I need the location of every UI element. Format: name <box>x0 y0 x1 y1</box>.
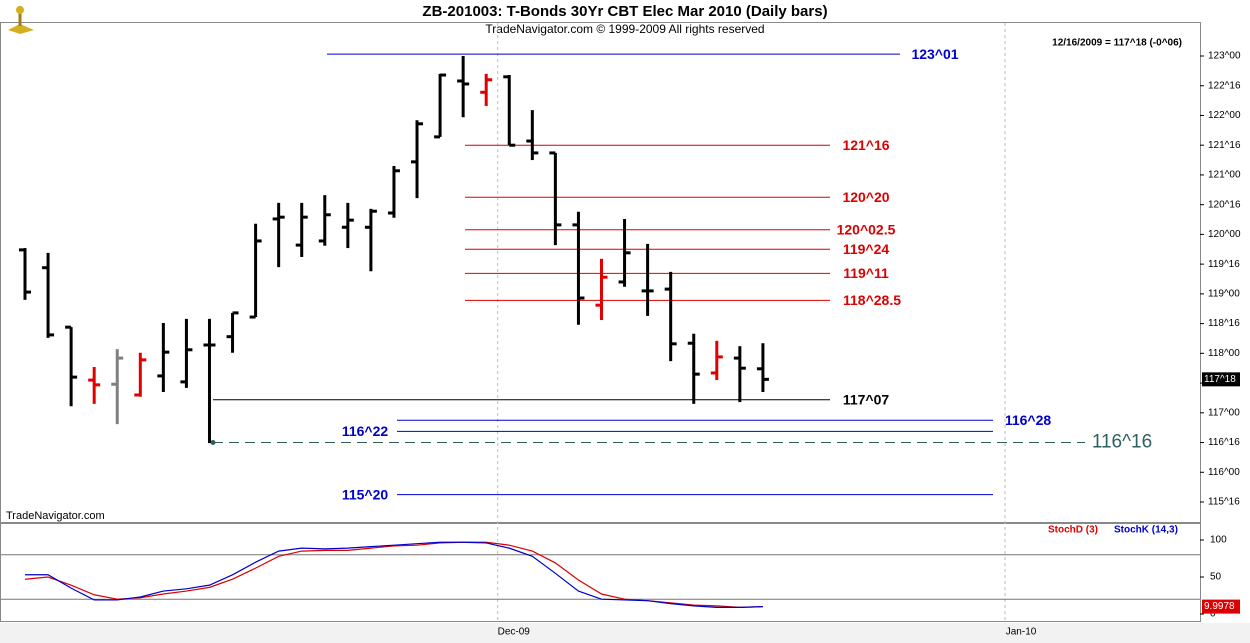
stoch-line <box>25 541 763 608</box>
level-label: 119^11 <box>843 265 889 281</box>
y-tick-label: 122^16 <box>1208 80 1241 91</box>
legend-entry: StochD (3) <box>1048 525 1098 536</box>
y-tick-label: 119^00 <box>1208 289 1240 300</box>
value-label: 9.9978 <box>1204 601 1235 612</box>
level-label: 116^22 <box>342 423 389 439</box>
x-axis-strip <box>0 623 1250 643</box>
y-tick-label: 0 <box>1210 609 1216 620</box>
chart-title: ZB-201003: T-Bonds 30Yr CBT Elec Mar 201… <box>422 3 827 20</box>
level-label: 119^24 <box>843 241 890 257</box>
y-tick-label: 120^00 <box>1208 229 1241 240</box>
y-tick-label: 118^16 <box>1208 318 1240 329</box>
y-tick-label: 118^00 <box>1208 348 1240 359</box>
x-tick-label: Dec-09 <box>498 627 531 638</box>
level-label: 120^02.5 <box>837 221 896 237</box>
y-tick-label: 115^16 <box>1208 497 1240 508</box>
chart-subtitle: TradeNavigator.com © 1999-2009 All right… <box>485 22 764 36</box>
price-panel <box>0 22 1201 523</box>
logo <box>8 6 34 34</box>
legend-entry: StochK (14,3) <box>1114 525 1178 536</box>
y-tick-label: 116^00 <box>1208 467 1240 478</box>
last-price-box <box>1202 372 1240 387</box>
level-label: 117^07 <box>843 391 890 407</box>
level-label: 116^28 <box>1005 412 1052 428</box>
level-label: 123^01 <box>911 46 958 62</box>
y-tick-label: 122^00 <box>1208 110 1241 121</box>
y-tick-label: 50 <box>1210 572 1222 583</box>
level-label: 121^16 <box>842 137 889 153</box>
y-tick-label: 121^00 <box>1208 170 1241 181</box>
last-price-label: 117^18 <box>1204 374 1236 385</box>
stoch-panel <box>0 523 1201 622</box>
x-tick-label: Jan-10 <box>1006 627 1037 638</box>
level-label: 116^16 <box>1092 432 1152 453</box>
anchor-dot <box>210 440 216 446</box>
level-label: 115^20 <box>342 486 389 502</box>
y-tick-label: 120^16 <box>1208 199 1241 210</box>
y-tick-label: 123^00 <box>1208 51 1241 62</box>
y-tick-label: 121^16 <box>1208 140 1241 151</box>
level-label: 120^20 <box>842 189 889 205</box>
level-label: 118^28.5 <box>843 292 901 308</box>
value-label-box <box>1202 599 1240 614</box>
quote: 12/16/2009 = 117^18 (-0^06) <box>1052 38 1182 49</box>
y-tick-label: 117^00 <box>1208 407 1240 418</box>
watermark: TradeNavigator.com <box>6 510 105 522</box>
y-tick-label: 100 <box>1210 535 1227 546</box>
y-tick-label: 116^16 <box>1208 437 1240 448</box>
y-tick-label: 119^16 <box>1208 259 1240 270</box>
